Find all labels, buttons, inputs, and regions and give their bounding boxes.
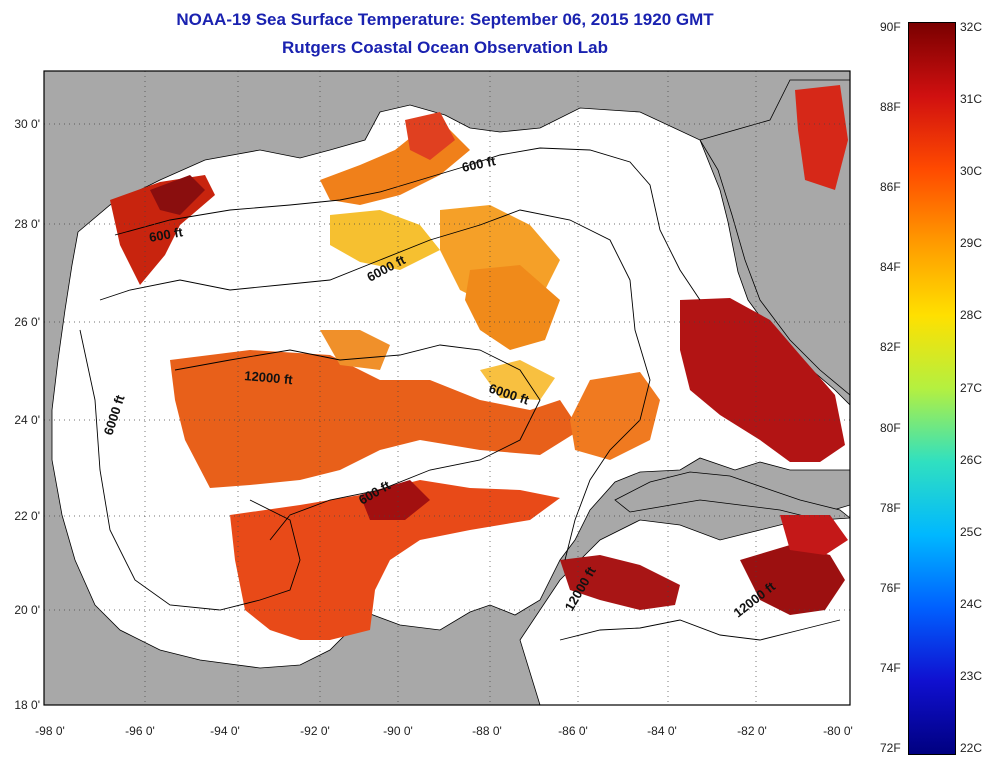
colorbar-fahrenheit-label: 78F bbox=[880, 500, 901, 515]
lon-tick-label: -94 0' bbox=[210, 724, 240, 738]
colorbar-fahrenheit-label: 84F bbox=[880, 260, 901, 275]
sst-patches bbox=[110, 85, 848, 640]
colorbar-celsius-label: 24C bbox=[960, 596, 983, 611]
map-title: NOAA-19 Sea Surface Temperature: Septemb… bbox=[176, 10, 714, 29]
colorbar-celsius-label: 30C bbox=[960, 164, 983, 179]
map-frame bbox=[43, 70, 851, 706]
lon-tick-label: -92 0' bbox=[300, 724, 330, 738]
colorbar bbox=[908, 22, 956, 755]
bathymetry-contours bbox=[79, 147, 841, 641]
colorbar-fahrenheit-label: 74F bbox=[880, 660, 901, 675]
lon-tick-label: -96 0' bbox=[125, 724, 155, 738]
colorbar-fahrenheit-label: 80F bbox=[880, 420, 901, 435]
colorbar-celsius-label: 29C bbox=[960, 236, 983, 251]
colorbar-celsius-label: 22C bbox=[960, 741, 983, 755]
lon-tick-label: -98 0' bbox=[35, 724, 65, 738]
colorbar-fahrenheit-label: 86F bbox=[880, 180, 901, 195]
colorbar-fahrenheit-label: 82F bbox=[880, 340, 901, 355]
colorbar-celsius-label: 28C bbox=[960, 308, 983, 323]
map-subtitle: Rutgers Coastal Ocean Observation Lab bbox=[282, 38, 608, 57]
lon-tick-label: -82 0' bbox=[737, 724, 767, 738]
colorbar-celsius-label: 23C bbox=[960, 668, 983, 683]
colorbar-celsius-label: 26C bbox=[960, 452, 983, 467]
lat-tick-label: 24 0' bbox=[14, 413, 40, 427]
colorbar-fahrenheit-label: 76F bbox=[880, 580, 901, 595]
lat-tick-label: 30 0' bbox=[14, 117, 40, 131]
cuba-land bbox=[614, 471, 850, 521]
lat-tick-label: 20 0' bbox=[14, 603, 40, 617]
graticule bbox=[44, 71, 850, 705]
contour-label: 600 ft bbox=[461, 153, 498, 175]
colorbar-fahrenheit-label: 88F bbox=[880, 100, 901, 115]
colorbar-celsius-label: 32C bbox=[960, 20, 983, 34]
lon-tick-label: -90 0' bbox=[383, 724, 413, 738]
lon-tick-label: -84 0' bbox=[647, 724, 677, 738]
lat-tick-label: 18 0' bbox=[14, 698, 40, 712]
colorbar-fahrenheit-label: 90F bbox=[880, 20, 901, 34]
colorbar-celsius-label: 27C bbox=[960, 380, 983, 395]
colorbar-celsius-label: 31C bbox=[960, 92, 983, 107]
lat-tick-label: 28 0' bbox=[14, 217, 40, 231]
lat-tick-label: 26 0' bbox=[14, 315, 40, 329]
lon-tick-label: -80 0' bbox=[823, 724, 853, 738]
contour-label: 600 ft bbox=[148, 224, 185, 245]
colorbar-celsius-label: 25C bbox=[960, 524, 983, 539]
lon-tick-label: -86 0' bbox=[558, 724, 588, 738]
contour-label: 12000 ft bbox=[244, 368, 294, 387]
lon-tick-label: -88 0' bbox=[472, 724, 502, 738]
lat-tick-label: 22 0' bbox=[14, 509, 40, 523]
colorbar-fahrenheit-label: 72F bbox=[880, 741, 901, 755]
